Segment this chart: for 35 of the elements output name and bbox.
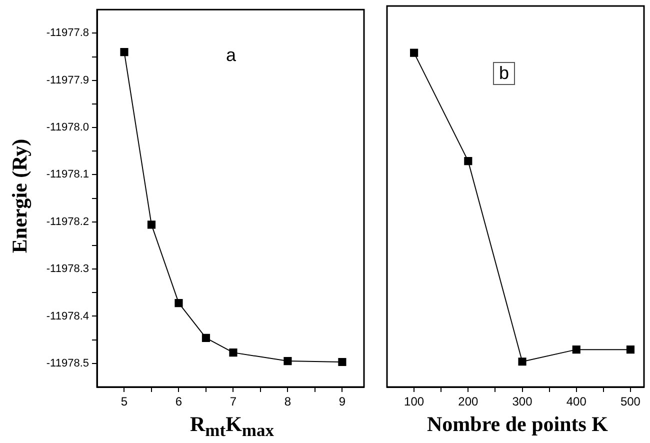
y-tick-label: -11978.3	[46, 263, 89, 276]
x-tick-label: 300	[512, 394, 533, 409]
x-tick-label: 7	[230, 394, 237, 409]
y-tick-label: -11978.2	[46, 216, 89, 228]
y-tick-label: -11978.1	[46, 168, 89, 181]
x-tick-label: 200	[458, 394, 478, 409]
point	[147, 220, 156, 229]
point	[572, 346, 580, 354]
point	[338, 358, 346, 366]
annotation: b	[493, 62, 516, 85]
y-tick-label: -11978.4	[46, 310, 89, 322]
y-tick-label: -11977.8	[46, 27, 89, 40]
x-axis-title: Nombre de points K	[426, 412, 608, 437]
x-tick-label: 9	[338, 394, 346, 409]
x-tick-label: 100	[404, 394, 424, 409]
point	[284, 357, 292, 366]
x-tick-label: 400	[566, 394, 587, 409]
point	[410, 48, 418, 57]
point	[202, 334, 210, 342]
x-axis-title: R$_{mt}$K$_{max}$	[190, 412, 274, 442]
point	[518, 358, 526, 366]
x-tick-label: 5	[120, 394, 128, 409]
annotation: a	[226, 45, 236, 66]
y-tick-label: -11978.5	[46, 357, 89, 370]
point	[120, 48, 128, 56]
point	[229, 348, 238, 357]
y-tick-label: -11978.0	[46, 122, 89, 134]
y-tick-label: -11977.9	[46, 74, 89, 86]
x-tick-label: 8	[284, 394, 292, 409]
point	[626, 346, 635, 354]
point	[464, 157, 472, 166]
y-axis-title: Energie (Ry)	[8, 138, 32, 254]
x-tick-label: 500	[620, 394, 641, 409]
point	[174, 298, 183, 308]
x-tick-label: 6	[175, 394, 182, 409]
